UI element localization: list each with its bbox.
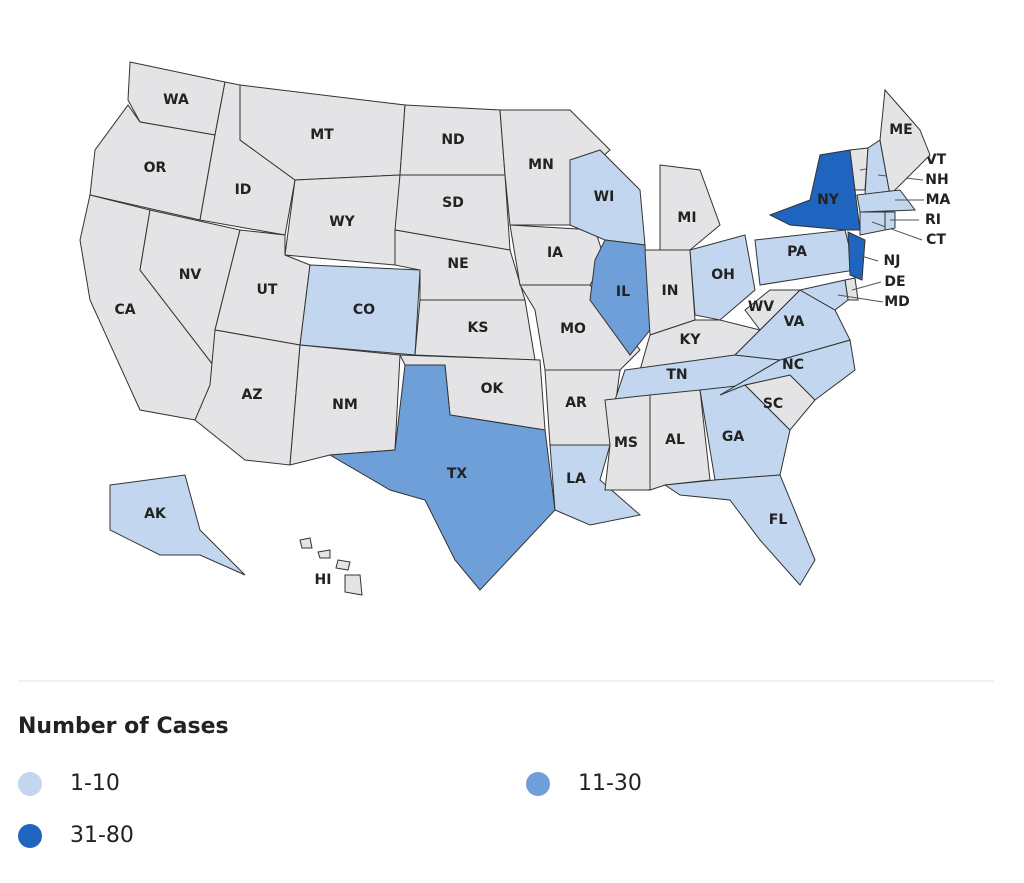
state: [589, 239, 651, 356]
legend-label: 31-80: [70, 823, 134, 848]
state: [335, 559, 351, 571]
state-label: UT: [257, 282, 278, 298]
state-label: NC: [782, 357, 804, 373]
us-map: WA OR CA NV ID MT WY UT AZ CO NM ND SD NE KS OK TX MN IA MO…: [79, 61, 951, 596]
state-label: WA: [163, 92, 189, 108]
state: [299, 537, 313, 549]
state-label: ME: [889, 122, 913, 138]
state-label: CT: [926, 232, 946, 248]
state-label: NV: [179, 267, 202, 283]
state-label: MA: [926, 192, 951, 208]
legend-title: Number of Cases: [18, 714, 229, 739]
state: [109, 474, 246, 576]
state-label: AK: [144, 506, 167, 522]
state-label: WI: [594, 189, 615, 205]
state-label: MD: [884, 294, 910, 310]
state-label: CO: [353, 302, 375, 318]
legend-swatch: [18, 824, 42, 848]
state-label: NJ: [884, 253, 901, 269]
state-label: GA: [722, 429, 744, 445]
state-label: SC: [763, 396, 783, 412]
state: [328, 364, 556, 591]
state-label: MT: [310, 127, 334, 143]
state-label: KY: [680, 332, 702, 348]
state-label: IN: [662, 283, 679, 299]
state: [879, 88, 931, 197]
state-label: MI: [677, 210, 696, 226]
state-label: CA: [114, 302, 135, 318]
state-label: ND: [441, 132, 464, 148]
legend: 1-10 11-30 31-80: [18, 771, 642, 848]
state-label: NE: [447, 256, 468, 272]
state-label: NY: [817, 192, 840, 208]
state: [663, 474, 816, 586]
state-label: SD: [442, 195, 464, 211]
legend-swatch: [18, 772, 42, 796]
state-label: MN: [528, 157, 554, 173]
state-label: RI: [925, 212, 941, 228]
state: [859, 211, 886, 236]
state-label: PA: [787, 244, 807, 260]
state-label: ID: [235, 182, 252, 198]
leader-line: [871, 221, 923, 241]
state-label: VA: [784, 314, 805, 330]
leader-line: [857, 254, 879, 262]
state-label: MO: [560, 321, 586, 337]
state-label: DE: [884, 274, 905, 290]
state-label: OR: [144, 160, 167, 176]
legend-label: 11-30: [578, 771, 642, 796]
state-label: AL: [665, 432, 685, 448]
state: [884, 211, 896, 231]
state-label: WY: [329, 214, 355, 230]
state: [798, 279, 849, 311]
state-label: TN: [666, 367, 687, 383]
state-label: MS: [614, 435, 638, 451]
state-label: KS: [468, 320, 489, 336]
state: [604, 394, 651, 491]
legend-swatch: [526, 772, 550, 796]
state: [344, 574, 363, 596]
state: [659, 164, 721, 251]
state-label: NM: [332, 397, 358, 413]
state-label: HI: [315, 572, 332, 588]
state-label: OK: [481, 381, 505, 397]
state-label: AZ: [242, 387, 263, 403]
legend-label: 1-10: [70, 771, 120, 796]
leader-line: [851, 281, 882, 291]
state-label: IA: [547, 245, 563, 261]
state-label: IL: [616, 284, 630, 300]
state: [317, 549, 331, 559]
state-label: VT: [926, 152, 947, 168]
state: [856, 189, 916, 213]
leader-line: [837, 294, 884, 303]
state-label: OH: [711, 267, 735, 283]
state: [768, 149, 861, 231]
state-label: WV: [748, 299, 774, 315]
state: [689, 234, 756, 321]
state-label: TX: [447, 466, 468, 482]
state-label: NH: [925, 172, 948, 188]
state-label: AR: [565, 395, 587, 411]
state-label: LA: [566, 471, 586, 487]
state: [847, 231, 866, 281]
state-label: FL: [769, 512, 788, 528]
